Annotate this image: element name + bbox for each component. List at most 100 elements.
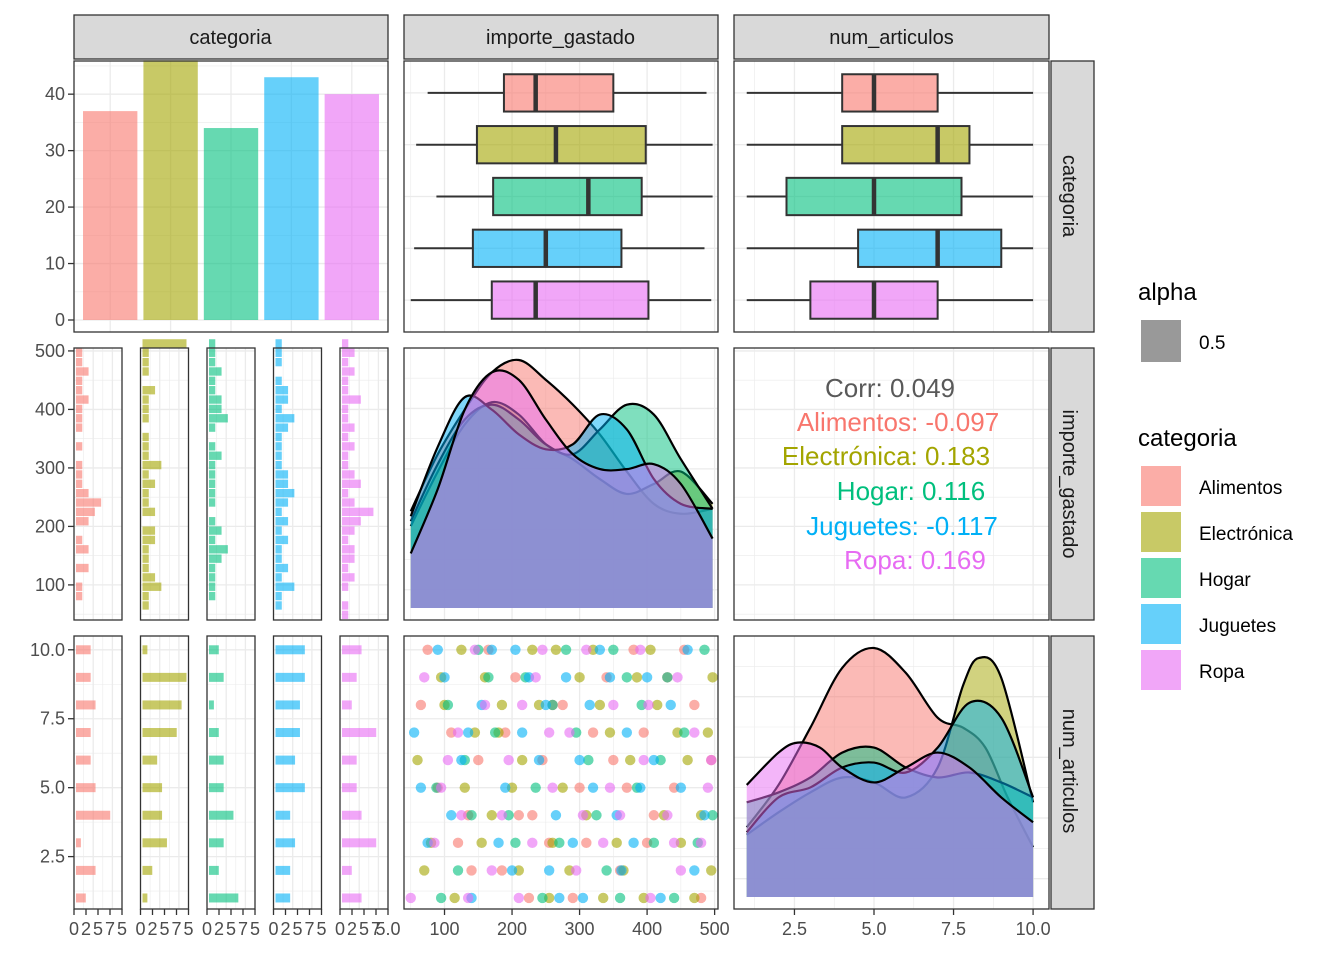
- x-tick-label: 5.0: [375, 919, 400, 939]
- hist-bar-ropa: [342, 423, 355, 432]
- scatter-point-juguetes: [587, 782, 599, 793]
- scatter-point-alimentos: [581, 837, 592, 849]
- scatter-point-hogar: [699, 644, 710, 655]
- scatter-point-ropa: [503, 754, 514, 766]
- y-tick-label: 500: [35, 341, 65, 361]
- density-line-ropa: [745, 741, 1034, 824]
- x-tick-label: 2: [81, 919, 91, 939]
- hist-bar-juguetes: [275, 810, 291, 820]
- x-tick-label: 2: [280, 919, 290, 939]
- x-tick-label: 0: [268, 919, 278, 939]
- hist-bar-hogar: [209, 672, 224, 682]
- hist-bar-electrónica: [142, 507, 156, 517]
- hist-bar-hogar: [209, 339, 216, 348]
- corr-electronica: Electrónica: 0.183: [782, 441, 990, 471]
- scatter-point-ropa: [598, 837, 609, 849]
- x-tick-label: 2: [347, 919, 357, 939]
- scatter-point-hogar: [648, 837, 660, 849]
- hist-bar-alimentos: [76, 442, 83, 451]
- x-tick-label: 5: [93, 919, 103, 939]
- hist-bar-ropa: [342, 488, 349, 498]
- scatter-point-ropa: [435, 782, 447, 793]
- hist-bar-alimentos: [76, 357, 83, 367]
- hist-bar-juguetes: [275, 460, 282, 470]
- hist-bar-hogar: [209, 367, 222, 376]
- hist-bar-ropa: [342, 610, 349, 619]
- hist-bar-alimentos: [76, 582, 83, 591]
- hist-bar-ropa: [342, 376, 349, 386]
- hist-bar-ropa: [342, 700, 352, 710]
- x-tick-label: 500: [700, 919, 730, 939]
- hist-bar-ropa: [342, 348, 355, 357]
- scatter-point-hogar: [483, 672, 494, 683]
- scatter-point-juguetes: [584, 699, 595, 711]
- scatter-point-electrónica: [645, 644, 656, 655]
- y-tick-label: 400: [35, 399, 65, 419]
- scatter-point-juguetes: [462, 727, 474, 738]
- hist-bar-juguetes: [275, 442, 282, 451]
- hist-bar-electrónica: [142, 367, 149, 376]
- scatter-point-electrónica: [550, 644, 562, 655]
- legend-label-ropa: Ropa: [1199, 662, 1245, 683]
- x-tick-label: 7: [238, 919, 248, 939]
- scatter-point-electrónica: [557, 782, 568, 793]
- hist-bar-ropa: [342, 479, 361, 488]
- scatter-point-ropa: [672, 672, 683, 683]
- legend-label-alimentos: Alimentos: [1199, 478, 1282, 499]
- hist-bar-juguetes: [275, 728, 300, 738]
- hist-bar-ropa: [342, 432, 349, 442]
- corr-ropa: Ropa: 0.169: [844, 545, 986, 575]
- scatter-point-alimentos: [621, 782, 633, 793]
- scatter-point-hogar: [601, 865, 612, 876]
- box-juguetes: [857, 228, 1003, 268]
- hist-bar-ropa: [342, 601, 349, 610]
- hist-bar-electrónica: [142, 535, 156, 545]
- scatter-point-ropa: [537, 644, 548, 655]
- hist-bar-ropa: [342, 339, 349, 348]
- corr-alimentos: Alimentos: -0.097: [797, 407, 999, 437]
- hist-bar-hogar: [209, 470, 216, 479]
- scatter-point-juguetes: [493, 837, 504, 849]
- scatter-point-hogar: [614, 892, 626, 904]
- y-tick-label: 100: [35, 575, 65, 595]
- hist-bar-hogar: [209, 414, 228, 423]
- strips-layer: categoria importe_gastado num_articulos …: [189, 27, 1080, 833]
- panel-border: [403, 635, 719, 910]
- scatter-point-ropa: [614, 810, 626, 821]
- hist-bar-hogar: [209, 488, 216, 498]
- scatter-point-ropa: [527, 837, 538, 849]
- scatter-point-electrónica: [682, 754, 693, 766]
- scatter-point-ropa: [564, 727, 575, 738]
- legend-alpha-key: [1141, 320, 1181, 362]
- hist-bar-juguetes: [275, 672, 305, 682]
- y-tick-label: 5.0: [40, 778, 65, 798]
- panel-background: [734, 348, 1049, 620]
- hist-bar-ropa: [342, 783, 357, 793]
- hist-bar-juguetes: [275, 755, 296, 765]
- hist-bar-alimentos: [76, 810, 111, 820]
- hist-bar-alimentos: [76, 672, 91, 682]
- hist-bar-ropa: [342, 498, 355, 507]
- hist-bar-hogar: [209, 357, 216, 367]
- hist-bar-electrónica: [142, 865, 153, 875]
- scatter-point-electrónica: [496, 699, 508, 711]
- hist-bar-hogar: [209, 700, 214, 710]
- scatter-point-electrónica: [486, 810, 497, 821]
- scatter-point-electrónica: [527, 644, 538, 655]
- x-tick-label: 5: [183, 919, 193, 939]
- hist-bar-juguetes: [275, 783, 305, 793]
- hist-bar-hogar: [209, 554, 222, 563]
- x-tick-label: 5: [359, 919, 369, 939]
- hist-bar-electrónica: [142, 348, 149, 357]
- hist-bar-electrónica: [142, 386, 156, 395]
- scatter-point-hogar: [442, 699, 454, 711]
- strip-top-box: [403, 14, 719, 60]
- hist-bar-hogar: [209, 376, 216, 386]
- bar-electrónica: [143, 60, 198, 321]
- hist-bar-ropa: [342, 554, 355, 563]
- scatter-point-ropa: [608, 699, 619, 711]
- scatter-point-hogar: [668, 892, 680, 904]
- hist-bar-ropa: [342, 672, 357, 682]
- scatter-point-juguetes: [550, 810, 562, 821]
